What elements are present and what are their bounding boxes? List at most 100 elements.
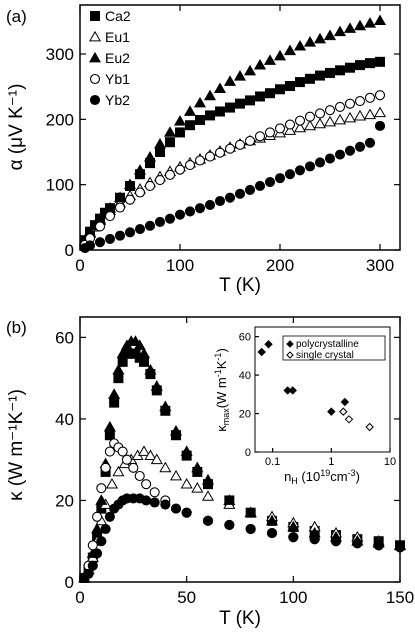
data-point-yb2 (354, 141, 366, 152)
data-point-eu2 (108, 388, 121, 399)
data-point-yb2 (170, 503, 182, 514)
data-point-eu2 (150, 380, 163, 391)
data-point-ca2 (365, 58, 375, 69)
series-eu1 (78, 445, 407, 583)
panel-a-thermopower: (a) 0 100 200 300 0 100 200 300 Ca2 Eu1 Eu2 Yb1 Yb2… (6, 4, 401, 296)
data-point-eu2 (373, 14, 387, 26)
data-point-yb2 (104, 233, 116, 244)
data-point-yb1 (96, 483, 107, 494)
data-point-eu2 (173, 115, 187, 126)
data-point-eu2 (287, 520, 300, 532)
y-tick-label: 20 (55, 491, 74, 510)
panel-b-xlabel: T (K) (219, 608, 261, 629)
data-point-eu2 (91, 522, 104, 534)
data-point-eu2 (233, 70, 247, 81)
data-point-yb1 (264, 127, 276, 138)
data-point-yb2 (154, 216, 166, 227)
inset-xlabel: nH (1019cm-3) (284, 468, 360, 486)
data-point-eu1 (137, 445, 151, 456)
data-point-yb1 (104, 446, 115, 457)
data-point-eu1 (343, 111, 357, 123)
data-point-ca2 (305, 73, 315, 84)
data-point-yb2 (224, 519, 235, 530)
data-point-eu2 (113, 191, 127, 203)
inset-y-tick-label: 40 (239, 370, 251, 382)
data-point-yb2 (324, 153, 336, 164)
legend-marker-ca2 (90, 11, 100, 21)
inset-legend-label-polycrystalline: polycrystalline (296, 339, 359, 350)
panel-a-ticks: 0 100 200 300 0 100 200 300 (46, 5, 400, 275)
data-point-yb1 (324, 105, 336, 116)
data-point-eu2 (137, 347, 151, 359)
series-yb1 (79, 438, 406, 583)
data-point-eu1 (323, 115, 337, 127)
inset-point-polycrystalline (257, 347, 266, 357)
data-point-yb1 (104, 210, 116, 222)
inset-ylabel: κmax(W m-1K-1) (213, 348, 231, 432)
series-yb1 (79, 90, 386, 250)
data-point-eu1 (159, 461, 172, 473)
series-yb2 (79, 120, 386, 254)
data-point-yb2 (174, 209, 186, 220)
data-point-yb2 (202, 515, 214, 526)
data-point-yb2 (234, 188, 246, 199)
legend-marker-eu2 (88, 51, 102, 63)
data-point-yb2 (245, 523, 256, 535)
data-point-yb1 (224, 143, 236, 154)
data-point-yb1 (314, 108, 326, 119)
data-point-eu1 (293, 121, 307, 133)
data-point-yb1 (87, 540, 98, 551)
panel-b-ylabel: κ (W m⁻¹K⁻¹) (6, 389, 27, 501)
inset-legend-marker-single-crystal (286, 351, 294, 359)
data-point-ca2 (315, 70, 325, 81)
data-point-eu1 (169, 469, 183, 481)
panel-a-data-marks (78, 14, 387, 254)
data-point-yb1 (274, 123, 286, 134)
data-point-yb1 (144, 180, 156, 192)
panel-b-plot-frame (79, 316, 401, 583)
data-point-yb2 (94, 237, 106, 248)
data-point-yb2 (160, 499, 171, 510)
data-point-ca2 (375, 56, 385, 67)
data-point-yb2 (330, 536, 342, 547)
inset-x-tick-label: 10 (384, 456, 396, 468)
panel-b-label: (b) (6, 318, 27, 337)
data-point-yb2 (83, 568, 94, 579)
data-point-eu2 (144, 363, 157, 375)
data-point-ca2 (325, 67, 335, 78)
data-point-yb1 (194, 155, 206, 166)
data-point-eu1 (303, 119, 317, 131)
panel-a-xlabel: T (K) (219, 275, 261, 296)
y-tick-label: 40 (55, 410, 74, 429)
data-point-ca2 (195, 114, 205, 125)
x-tick-label: 0 (75, 588, 84, 607)
data-point-ca2 (265, 88, 275, 99)
data-point-eu1 (373, 106, 387, 118)
inset-point-polycrystalline (327, 407, 336, 416)
data-point-ca2 (215, 106, 225, 117)
data-point-ca2 (245, 95, 255, 106)
data-point-ca2 (104, 430, 115, 441)
data-point-yb1 (374, 90, 386, 101)
legend-marker-yb2 (89, 94, 101, 106)
data-point-eu2 (293, 39, 307, 51)
data-point-ca2 (355, 60, 365, 71)
data-point-eu1 (144, 449, 157, 460)
data-point-eu2 (180, 445, 193, 456)
data-point-eu1 (105, 477, 119, 489)
panel-b-data-marks (78, 335, 407, 583)
data-point-yb1 (117, 446, 128, 457)
data-point-yb2 (373, 540, 384, 551)
data-point-eu2 (163, 126, 177, 137)
inset-x-tick-label: 0.1 (265, 456, 280, 468)
data-point-eu2 (143, 151, 157, 162)
data-point-yb2 (274, 173, 286, 184)
data-point-eu1 (201, 490, 215, 501)
data-point-yb1 (128, 462, 139, 473)
panel-a-legend: Ca2 Eu1 Eu2 Yb1 Yb2 (88, 8, 131, 108)
data-point-eu2 (159, 400, 172, 412)
legend-label-ca2: Ca2 (105, 8, 131, 24)
data-point-eu2 (169, 424, 183, 436)
data-point-eu1 (353, 109, 367, 121)
